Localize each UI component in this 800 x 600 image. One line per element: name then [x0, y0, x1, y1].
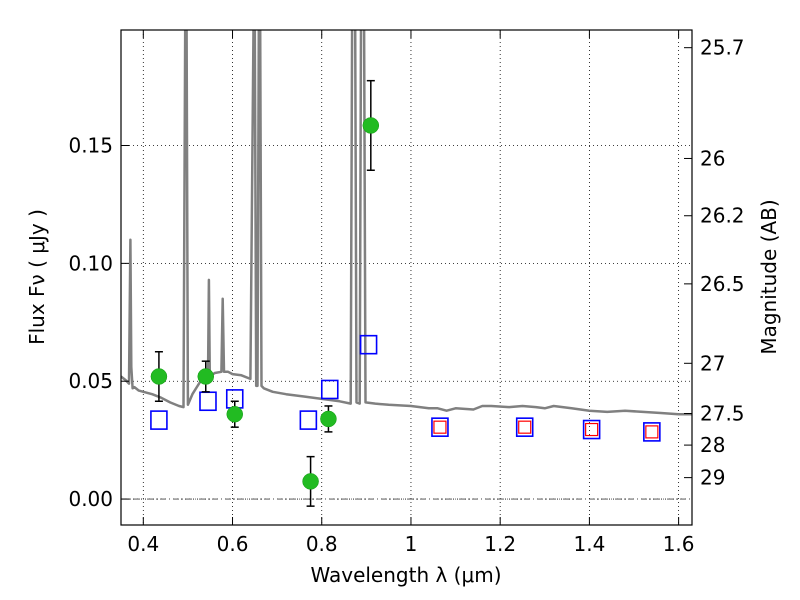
y-tick-label-right: 26.5	[700, 272, 745, 296]
model-flux-square	[199, 391, 217, 412]
y-tick-label-left: 0.05	[68, 369, 113, 393]
y-tick-label-left: 0.00	[68, 487, 113, 511]
spectrum-series	[121, 30, 692, 416]
photometry-point	[320, 410, 337, 428]
y-tick-label-right: 28	[700, 433, 725, 457]
x-tick-label: 0.6	[217, 532, 249, 556]
y-tick-label-right: 27.5	[700, 402, 745, 426]
x-tick-label: 1.6	[663, 532, 695, 556]
photometry-point	[226, 405, 244, 423]
grid	[121, 30, 692, 525]
y-tick-label-right: 29	[700, 466, 725, 490]
y-axis-label-right: Magnitude (AB)	[757, 199, 781, 354]
y-tick-label-left: 0.10	[68, 251, 113, 275]
photometry-point	[150, 368, 168, 385]
y-tick-label-right: 26	[700, 146, 725, 170]
x-axis-label: Wavelength λ (μm)	[310, 563, 501, 587]
observed-flux-square	[433, 420, 447, 434]
x-tick-label: 1.4	[573, 532, 605, 556]
observed-flux-square	[645, 425, 659, 439]
photometry-point	[302, 473, 319, 490]
model-flux-square	[643, 422, 661, 442]
y-tick-label-right: 27	[700, 351, 725, 375]
axis-ticks: 0.4 0.6 0.8 1 1.2 1.4 1.6 0.00 0.05 0.10 0.15 25.7 2…	[68, 30, 745, 556]
plot-frame	[120, 29, 693, 526]
observed-flux-square	[585, 422, 599, 437]
model-flux-square	[150, 410, 168, 430]
x-tick-label: 1.2	[484, 532, 516, 556]
observed-flux-square	[518, 420, 532, 434]
model-flux-square	[299, 410, 318, 430]
spectrum-line	[121, 30, 692, 416]
x-tick-label: 1	[405, 532, 418, 556]
model-flux-square	[320, 379, 339, 400]
photometry-series	[150, 79, 661, 507]
model-flux-square	[582, 419, 601, 440]
y-axis-label-left: Flux Fν ( μJy )	[25, 209, 49, 345]
model-flux-square	[431, 417, 449, 437]
x-tick-label: 0.4	[127, 532, 159, 556]
photometry-point	[197, 368, 215, 385]
model-flux-square	[515, 417, 534, 437]
photometry-point	[362, 117, 380, 134]
y-tick-label-right: 25.7	[700, 36, 745, 60]
y-tick-label-right: 26.2	[700, 204, 745, 228]
x-tick-label: 0.8	[306, 532, 338, 556]
model-flux-square	[359, 334, 378, 355]
y-tick-label-left: 0.15	[68, 134, 113, 158]
